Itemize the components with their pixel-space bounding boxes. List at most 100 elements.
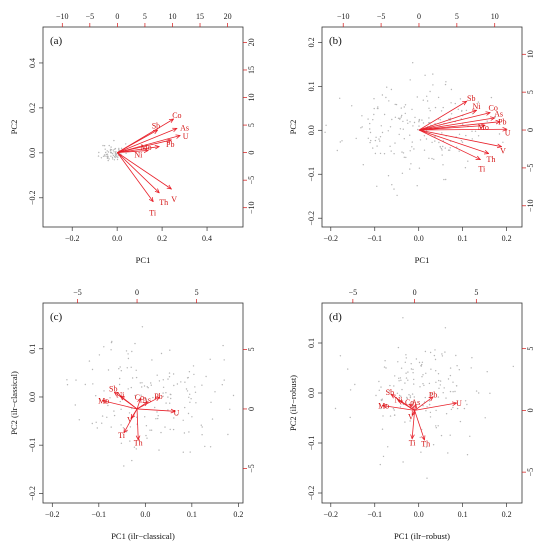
score-point (186, 390, 189, 392)
score-point (400, 107, 402, 109)
score-point (173, 384, 175, 387)
score-point (391, 118, 393, 121)
biplot-panel-c: −0.2 −0.1 0.0 0.1 0.2 −0.2 −0.1 0.0 0.1 −5 0 5 −5 0 5 (… (9, 288, 256, 541)
score-point (369, 122, 371, 125)
score-point (405, 377, 408, 379)
score-point (498, 133, 501, 135)
score-point (435, 427, 437, 429)
score-point (201, 426, 203, 428)
y-axis-title: PC2 (288, 120, 298, 135)
score-point (441, 154, 443, 156)
score-point (113, 155, 116, 158)
score-point (416, 96, 418, 98)
loading-arrow-v (117, 152, 171, 189)
score-point (458, 369, 460, 371)
score-point (424, 350, 427, 353)
score-point (433, 158, 435, 160)
score-point (111, 158, 114, 160)
score-point (394, 116, 397, 119)
score-point (413, 148, 415, 150)
score-point (200, 424, 202, 426)
score-point (432, 444, 435, 446)
panel-label: (d) (329, 311, 342, 323)
score-point (423, 384, 425, 387)
score-point (66, 379, 68, 381)
score-point (115, 152, 117, 155)
score-point (195, 402, 197, 404)
score-point (187, 412, 190, 415)
score-point (411, 108, 413, 111)
score-point (152, 396, 154, 399)
score-point (144, 416, 146, 418)
score-point (438, 379, 440, 382)
score-point (129, 426, 132, 428)
score-point (369, 128, 371, 130)
score-point (447, 378, 450, 380)
score-point (211, 418, 214, 420)
score-point (422, 383, 424, 385)
top-tick-label: 0 (413, 288, 417, 297)
score-point (134, 342, 136, 345)
score-point (173, 417, 175, 419)
score-point (189, 451, 191, 453)
score-point (384, 360, 386, 362)
score-point (387, 175, 390, 177)
score-point (373, 107, 375, 110)
score-point (404, 104, 407, 106)
score-point (395, 103, 398, 106)
score-point (401, 172, 404, 174)
score-point (379, 152, 382, 155)
score-point (164, 426, 166, 428)
score-point (158, 449, 160, 451)
score-point (382, 415, 384, 417)
score-point (141, 386, 143, 388)
score-point (442, 106, 444, 109)
score-point (381, 94, 384, 96)
score-point (115, 155, 117, 157)
score-point (127, 357, 130, 360)
score-point (442, 392, 444, 394)
score-point (399, 118, 401, 120)
score-point (160, 431, 162, 434)
score-point (354, 383, 356, 386)
score-point (425, 138, 428, 140)
loading-arrow-ti (117, 152, 153, 202)
score-point (380, 125, 382, 127)
score-point (454, 102, 456, 105)
score-point (440, 110, 443, 112)
score-point (189, 393, 191, 395)
score-point (434, 106, 437, 109)
score-point (433, 354, 436, 357)
score-point (397, 117, 400, 120)
right-tick-label: 20 (247, 38, 256, 46)
score-point (456, 407, 459, 410)
score-point (390, 88, 393, 91)
x-tick-label: 0.2 (502, 510, 512, 519)
score-point (388, 100, 390, 102)
score-point (167, 409, 169, 411)
score-point (381, 398, 383, 400)
score-point (380, 407, 382, 410)
score-point (444, 147, 446, 149)
score-point (449, 147, 451, 149)
score-point (426, 100, 429, 102)
loading-label-ti: Ti (118, 431, 126, 440)
score-point (104, 155, 106, 157)
score-point (167, 378, 169, 380)
score-point (107, 369, 110, 371)
score-point (351, 105, 353, 107)
score-point (130, 386, 132, 389)
top-tick-label: −5 (73, 288, 82, 297)
x-tick-label: −0.2 (65, 234, 80, 243)
score-point (452, 391, 454, 393)
score-point (118, 147, 120, 150)
score-point (127, 388, 129, 390)
score-point (440, 434, 443, 437)
x-tick-label: 0.2 (502, 234, 512, 243)
score-point (430, 368, 432, 370)
score-point (324, 131, 326, 133)
score-point (369, 141, 371, 144)
score-point (336, 149, 338, 152)
loading-arrow-co (410, 404, 415, 411)
score-point (484, 417, 486, 419)
